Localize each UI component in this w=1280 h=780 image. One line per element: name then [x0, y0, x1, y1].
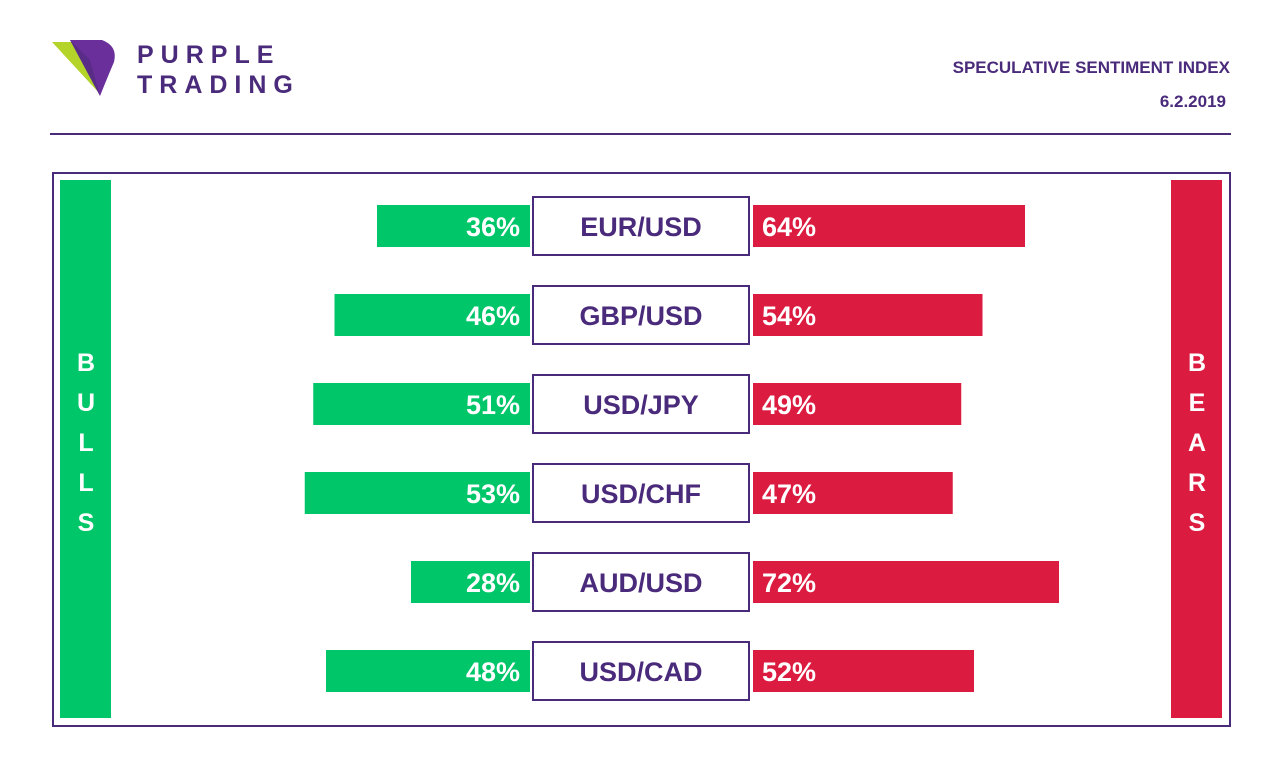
bear-bar [753, 205, 1025, 247]
report-title: SPECULATIVE SENTIMENT INDEX [952, 58, 1230, 77]
bear-bar [753, 650, 974, 692]
bull-value-label: 46% [466, 301, 520, 331]
bears-legend-bar: BEARS [1171, 180, 1222, 718]
bulls-label: BULLS [72, 349, 100, 549]
bear-value-label: 49% [762, 390, 816, 420]
purple-trading-logo [52, 40, 115, 96]
bull-bar [313, 383, 530, 425]
pair-label-box [532, 641, 750, 701]
currency-pair-label: USD/JPY [583, 390, 699, 420]
currency-pair-label: USD/CHF [581, 479, 701, 509]
currency-pair-label: GBP/USD [579, 301, 702, 331]
bears-label: BEARS [1183, 349, 1211, 549]
chart-frame [52, 172, 1231, 727]
bull-bar [304, 472, 530, 514]
bear-bar [753, 383, 962, 425]
bull-bar [411, 561, 530, 603]
bear-bar [753, 561, 1059, 603]
bear-bar [753, 472, 953, 514]
pair-label-box [532, 374, 750, 434]
bear-value-label: 47% [762, 479, 816, 509]
currency-pair-label: USD/CAD [579, 657, 702, 687]
pair-label-box [532, 285, 750, 345]
brand-line-1: PURPLE [137, 41, 281, 69]
header-divider [50, 133, 1231, 135]
bear-value-label: 72% [762, 568, 816, 598]
brand-line-2: TRADING [137, 71, 300, 99]
bear-value-label: 54% [762, 301, 816, 331]
bull-value-label: 51% [466, 390, 520, 420]
pair-label-box [532, 463, 750, 523]
report-date: 6.2.2019 [1159, 92, 1226, 111]
pair-label-box [532, 552, 750, 612]
bear-value-label: 64% [762, 212, 816, 242]
bull-value-label: 28% [466, 568, 520, 598]
brand-name: PURPLE TRADING [137, 40, 300, 100]
bulls-legend-bar: BULLS [60, 180, 111, 718]
bull-bar [326, 650, 530, 692]
bull-value-label: 53% [466, 479, 520, 509]
bull-bar [334, 294, 530, 336]
bull-value-label: 48% [466, 657, 520, 687]
bear-bar [753, 294, 983, 336]
currency-pair-label: EUR/USD [580, 212, 702, 242]
bull-value-label: 36% [466, 212, 520, 242]
pair-label-box [532, 196, 750, 256]
bear-value-label: 52% [762, 657, 816, 687]
bull-bar [377, 205, 530, 247]
currency-pair-label: AUD/USD [579, 568, 702, 598]
